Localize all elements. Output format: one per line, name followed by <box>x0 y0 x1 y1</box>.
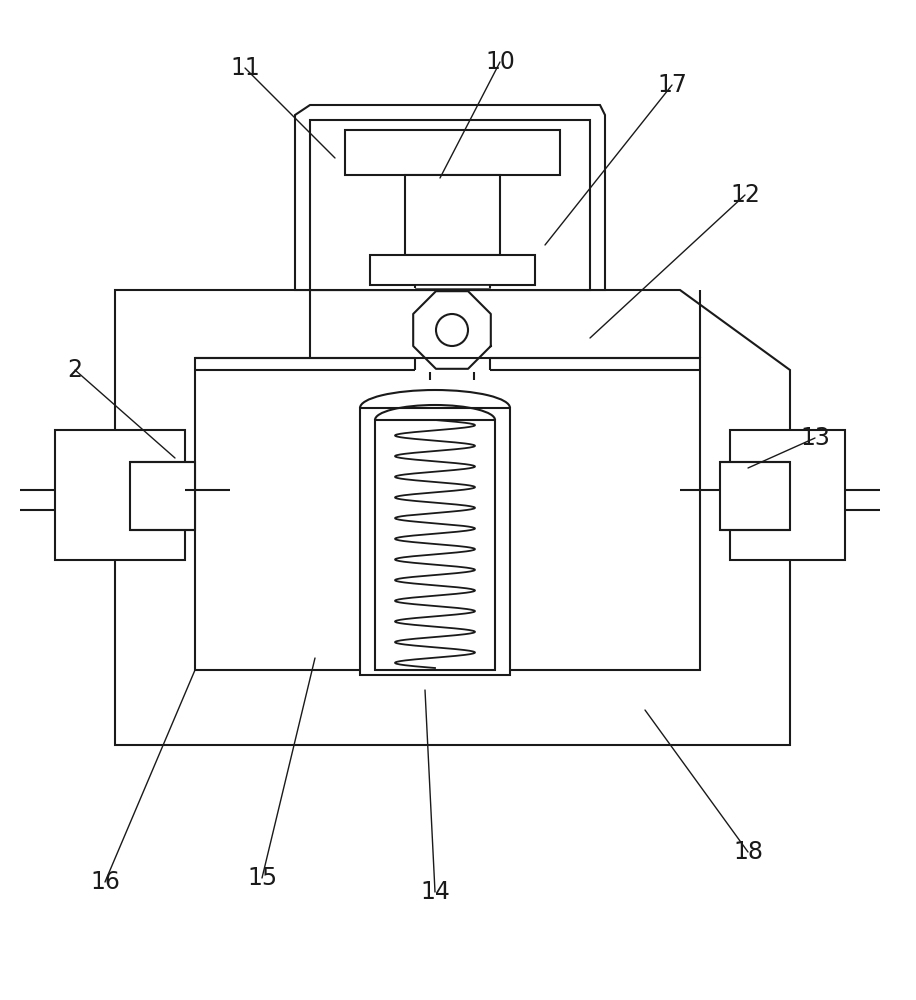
Bar <box>375 420 495 670</box>
Text: 11: 11 <box>230 56 260 80</box>
Bar <box>360 408 510 675</box>
Polygon shape <box>115 290 790 745</box>
Text: 18: 18 <box>733 840 763 864</box>
Text: 16: 16 <box>90 870 120 894</box>
Text: 13: 13 <box>800 426 830 450</box>
Text: 14: 14 <box>420 880 450 904</box>
Bar <box>345 130 560 175</box>
Bar <box>405 175 500 255</box>
Bar <box>55 430 185 560</box>
Circle shape <box>436 314 468 346</box>
Bar <box>195 358 700 670</box>
Text: 2: 2 <box>68 358 82 382</box>
Bar <box>730 430 845 560</box>
Bar <box>720 462 790 530</box>
Text: 12: 12 <box>730 183 760 207</box>
Text: 10: 10 <box>485 50 515 74</box>
Bar <box>310 120 590 290</box>
Text: 15: 15 <box>247 866 277 890</box>
Text: 17: 17 <box>657 73 687 97</box>
Bar <box>415 285 490 288</box>
Polygon shape <box>295 105 605 290</box>
Bar <box>130 462 195 530</box>
Bar <box>370 255 535 285</box>
